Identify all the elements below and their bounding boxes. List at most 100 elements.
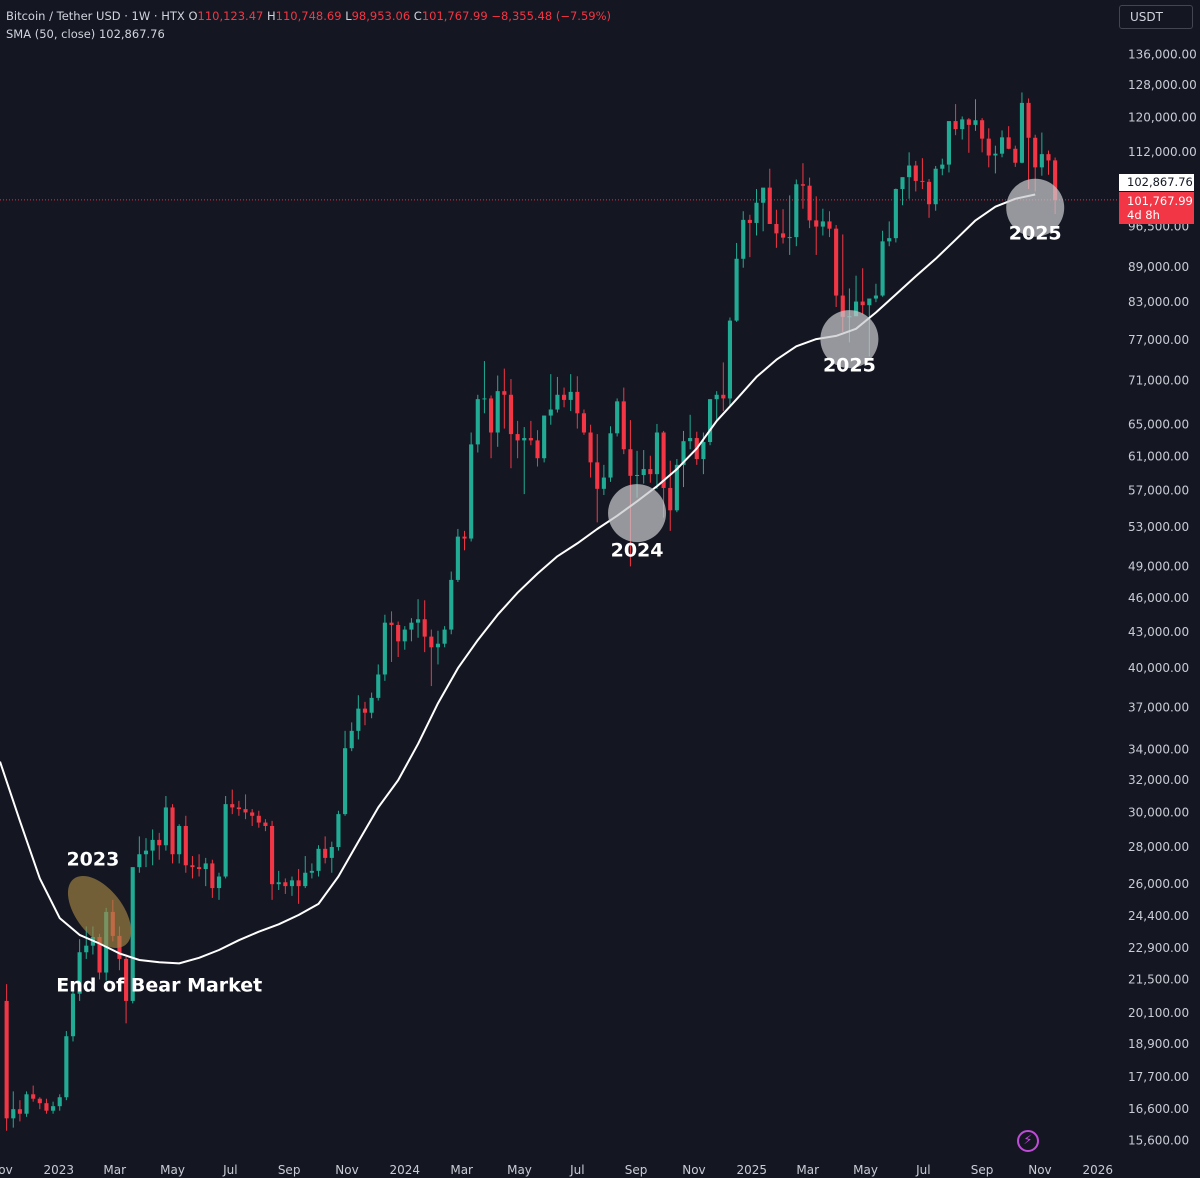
candle-body xyxy=(336,814,341,848)
candle-body xyxy=(51,1106,56,1111)
candle-body xyxy=(548,409,553,416)
candle-body xyxy=(343,748,348,815)
candle xyxy=(880,230,885,297)
candle xyxy=(966,118,971,153)
candle-body xyxy=(309,870,314,873)
candle-body xyxy=(535,440,540,459)
candle-body xyxy=(761,187,766,203)
highlight-circle xyxy=(820,310,879,369)
y-tick-label: 46,000.00 xyxy=(1128,591,1189,605)
candle-body xyxy=(376,674,381,698)
candle xyxy=(329,841,334,873)
candle-body xyxy=(834,228,839,296)
candle-body xyxy=(243,809,248,813)
candle-body xyxy=(648,469,653,475)
x-tick-label: Jul xyxy=(915,1163,930,1177)
candle xyxy=(303,856,308,889)
candle xyxy=(873,283,879,303)
candle-body xyxy=(654,432,660,475)
candle-body xyxy=(130,867,135,1001)
candle xyxy=(834,225,839,308)
candle xyxy=(641,450,646,484)
sma-price-tag: 102,867.76 xyxy=(1119,174,1194,191)
candle-body xyxy=(628,449,633,476)
candle-body xyxy=(170,807,175,855)
y-tick-label: 120,000.00 xyxy=(1128,110,1197,124)
candle-body xyxy=(993,153,998,156)
candle xyxy=(893,188,898,243)
candle-body xyxy=(369,697,374,713)
lightning-icon[interactable]: ⚡ xyxy=(1017,1130,1039,1152)
y-tick-label: 65,000.00 xyxy=(1128,418,1189,432)
candle xyxy=(236,800,241,816)
candle-body xyxy=(880,241,885,296)
candle-body xyxy=(674,464,679,511)
candle-body xyxy=(349,730,354,749)
candle-body xyxy=(721,394,726,399)
candle-body xyxy=(449,579,454,630)
candle-body xyxy=(986,138,991,156)
candle-body xyxy=(157,839,162,846)
y-tick-label: 128,000.00 xyxy=(1128,78,1197,92)
candle-body xyxy=(668,487,673,511)
candle xyxy=(283,878,288,894)
candle-body xyxy=(409,622,414,630)
candle-body xyxy=(555,394,560,410)
candle-body xyxy=(1046,154,1051,161)
x-tick-label: Jul xyxy=(569,1163,584,1177)
x-tick-label: May xyxy=(853,1163,878,1177)
sma-line xyxy=(0,193,1036,965)
currency-selector[interactable]: USDT xyxy=(1119,5,1193,29)
candle xyxy=(542,415,547,463)
candle xyxy=(714,391,719,421)
candle xyxy=(1006,126,1011,150)
y-tick-label: 61,000.00 xyxy=(1128,450,1189,464)
high-label: H xyxy=(267,9,276,23)
candle-body xyxy=(681,441,686,465)
candle-body xyxy=(893,189,898,239)
candle xyxy=(1039,132,1044,176)
candle xyxy=(449,571,454,635)
candle-body xyxy=(11,1109,16,1119)
candle-body xyxy=(389,622,394,625)
candle-body xyxy=(402,629,407,642)
low-value: 98,953.06 xyxy=(351,9,411,23)
candle-body xyxy=(1006,137,1011,149)
candle-body xyxy=(316,848,321,871)
candle-body xyxy=(800,184,806,186)
candle xyxy=(44,1098,49,1114)
candle xyxy=(455,528,460,583)
candle-body xyxy=(853,301,859,317)
candle-body xyxy=(124,958,129,1001)
sma-legend[interactable]: SMA (50, close) 102,867.76 xyxy=(6,27,165,41)
candle xyxy=(721,362,726,412)
y-tick-label: 20,100.00 xyxy=(1128,1006,1189,1020)
y-tick-label: 22,900.00 xyxy=(1128,941,1189,955)
candle-body xyxy=(999,137,1005,154)
markers xyxy=(67,178,1065,948)
candle xyxy=(349,722,354,752)
candle-body xyxy=(707,399,713,442)
candle xyxy=(555,376,560,413)
candle-body xyxy=(814,220,819,227)
y-tick-label: 89,000.00 xyxy=(1128,260,1189,274)
candle xyxy=(508,379,514,469)
candle-body xyxy=(183,825,188,866)
candle-body xyxy=(64,1036,69,1098)
low-label: L xyxy=(345,9,352,23)
candle-body xyxy=(455,536,460,580)
candle xyxy=(707,399,713,446)
candle xyxy=(800,163,806,209)
candle-body xyxy=(469,444,474,539)
candle xyxy=(681,430,686,488)
candle xyxy=(11,1091,16,1128)
candle-body xyxy=(435,643,441,648)
candle xyxy=(668,460,673,531)
candle-body xyxy=(873,295,879,299)
candle-body xyxy=(900,177,905,190)
candle xyxy=(754,189,759,236)
candle xyxy=(774,209,779,248)
time-axis[interactable]: Nov 2023 Mar May Jul Sep Nov 2024 Mar May Jul Sep No… xyxy=(0,1163,1113,1177)
